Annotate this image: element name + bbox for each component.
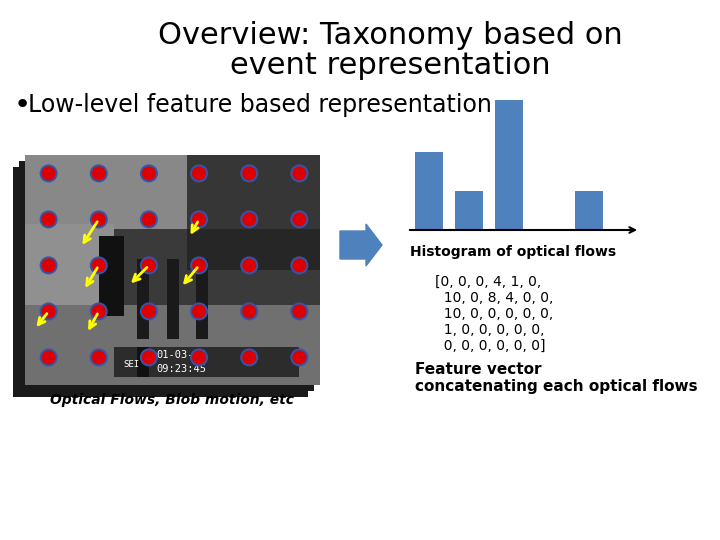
Circle shape	[40, 256, 58, 274]
Circle shape	[142, 305, 156, 319]
Circle shape	[290, 302, 308, 320]
Circle shape	[42, 259, 55, 272]
Circle shape	[140, 348, 158, 367]
Text: event representation: event representation	[230, 51, 550, 79]
Circle shape	[240, 211, 258, 228]
Circle shape	[192, 305, 206, 319]
Text: 01-03-06: 01-03-06	[156, 350, 207, 360]
Circle shape	[292, 350, 306, 365]
Circle shape	[242, 166, 256, 180]
Bar	[166, 259, 179, 339]
Circle shape	[140, 164, 158, 183]
Text: [0, 0, 0, 4, 1, 0,: [0, 0, 0, 4, 1, 0,	[435, 275, 541, 289]
Bar	[196, 259, 208, 339]
Circle shape	[40, 302, 58, 320]
Text: Histogram of optical flows: Histogram of optical flows	[410, 245, 616, 259]
Circle shape	[240, 256, 258, 274]
Circle shape	[192, 350, 206, 365]
Circle shape	[42, 305, 55, 319]
Circle shape	[140, 211, 158, 228]
Circle shape	[40, 348, 58, 367]
Bar	[137, 259, 149, 339]
Bar	[19, 161, 314, 391]
Circle shape	[142, 212, 156, 226]
Text: Feature vector: Feature vector	[415, 362, 541, 377]
Bar	[137, 347, 300, 377]
Bar	[25, 224, 114, 305]
Bar	[25, 155, 320, 385]
Circle shape	[40, 164, 58, 183]
Circle shape	[142, 166, 156, 180]
Circle shape	[192, 212, 206, 226]
Circle shape	[242, 212, 256, 226]
Circle shape	[40, 211, 58, 228]
Bar	[415, 152, 443, 230]
Bar	[187, 155, 320, 270]
Circle shape	[190, 348, 208, 367]
Circle shape	[91, 166, 106, 180]
Circle shape	[142, 259, 156, 272]
Text: 10, 0, 0, 0, 0, 0,: 10, 0, 0, 0, 0, 0,	[435, 307, 553, 321]
Circle shape	[190, 302, 208, 320]
Circle shape	[240, 302, 258, 320]
Circle shape	[290, 256, 308, 274]
Circle shape	[190, 211, 208, 228]
Circle shape	[290, 211, 308, 228]
Text: 09:23:45: 09:23:45	[156, 364, 207, 374]
Circle shape	[42, 212, 55, 226]
Bar	[575, 191, 603, 230]
Bar	[13, 167, 308, 397]
Text: Optical Flows, Blob motion, etc: Optical Flows, Blob motion, etc	[50, 393, 294, 407]
Circle shape	[292, 212, 306, 226]
Circle shape	[242, 259, 256, 272]
Circle shape	[292, 305, 306, 319]
FancyArrow shape	[340, 224, 382, 266]
Circle shape	[140, 302, 158, 320]
Bar	[114, 347, 149, 377]
Circle shape	[91, 259, 106, 272]
Text: 10, 0, 8, 4, 0, 0,: 10, 0, 8, 4, 0, 0,	[435, 291, 554, 305]
Bar	[25, 305, 320, 385]
Text: 1, 0, 0, 0, 0, 0,: 1, 0, 0, 0, 0, 0,	[435, 323, 544, 337]
Circle shape	[240, 348, 258, 367]
Circle shape	[90, 211, 108, 228]
Text: Low-level feature based representation: Low-level feature based representation	[28, 93, 492, 117]
Bar	[99, 235, 124, 316]
Circle shape	[90, 164, 108, 183]
Text: Overview: Taxonomy based on: Overview: Taxonomy based on	[158, 21, 622, 50]
Circle shape	[242, 350, 256, 365]
Text: SEI: SEI	[123, 360, 139, 369]
Circle shape	[142, 350, 156, 365]
Circle shape	[90, 302, 108, 320]
Circle shape	[290, 164, 308, 183]
Text: concatenating each optical flows: concatenating each optical flows	[415, 379, 698, 394]
Circle shape	[240, 164, 258, 183]
Circle shape	[90, 256, 108, 274]
Bar	[495, 100, 523, 230]
Circle shape	[91, 212, 106, 226]
Circle shape	[42, 350, 55, 365]
Text: •: •	[14, 91, 31, 119]
Circle shape	[292, 259, 306, 272]
Bar	[455, 191, 483, 230]
Circle shape	[192, 259, 206, 272]
Circle shape	[91, 305, 106, 319]
Circle shape	[42, 166, 55, 180]
Circle shape	[190, 164, 208, 183]
Circle shape	[242, 305, 256, 319]
Circle shape	[190, 256, 208, 274]
Circle shape	[290, 348, 308, 367]
Circle shape	[192, 166, 206, 180]
Circle shape	[90, 348, 108, 367]
Text: 0, 0, 0, 0, 0, 0]: 0, 0, 0, 0, 0, 0]	[435, 339, 546, 353]
Circle shape	[140, 256, 158, 274]
Circle shape	[91, 350, 106, 365]
Bar	[25, 155, 320, 228]
Circle shape	[292, 166, 306, 180]
